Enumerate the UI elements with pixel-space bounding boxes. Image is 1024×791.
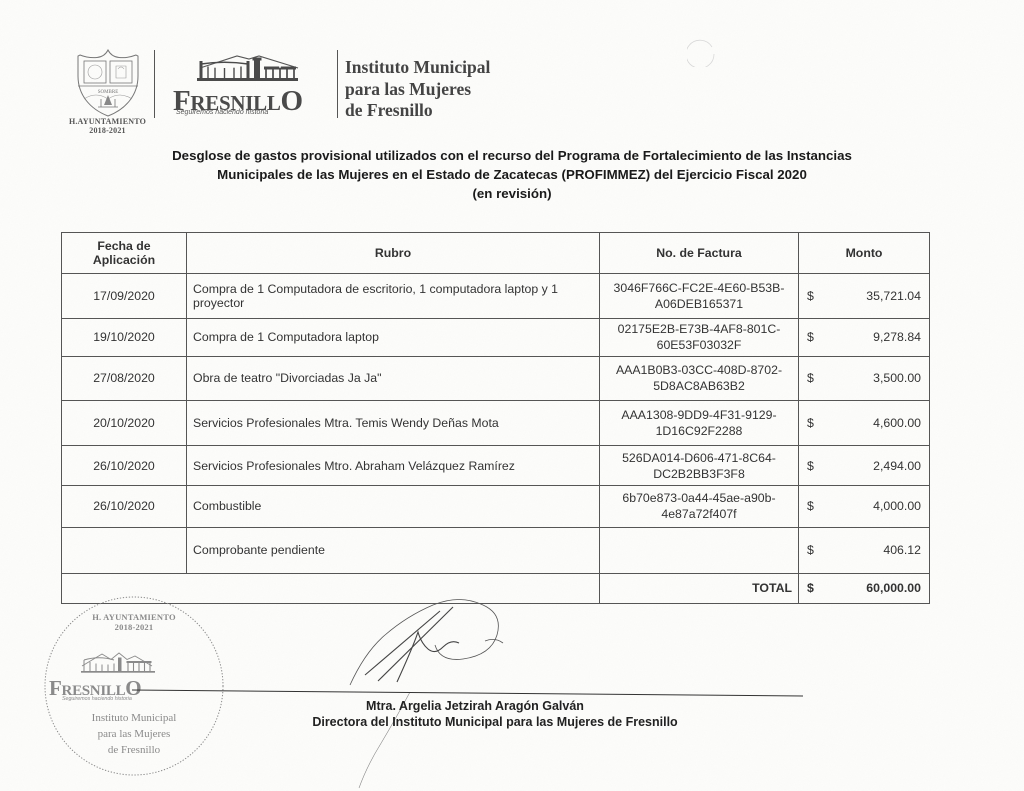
svg-text:SOMBRE: SOMBRE — [98, 90, 119, 95]
